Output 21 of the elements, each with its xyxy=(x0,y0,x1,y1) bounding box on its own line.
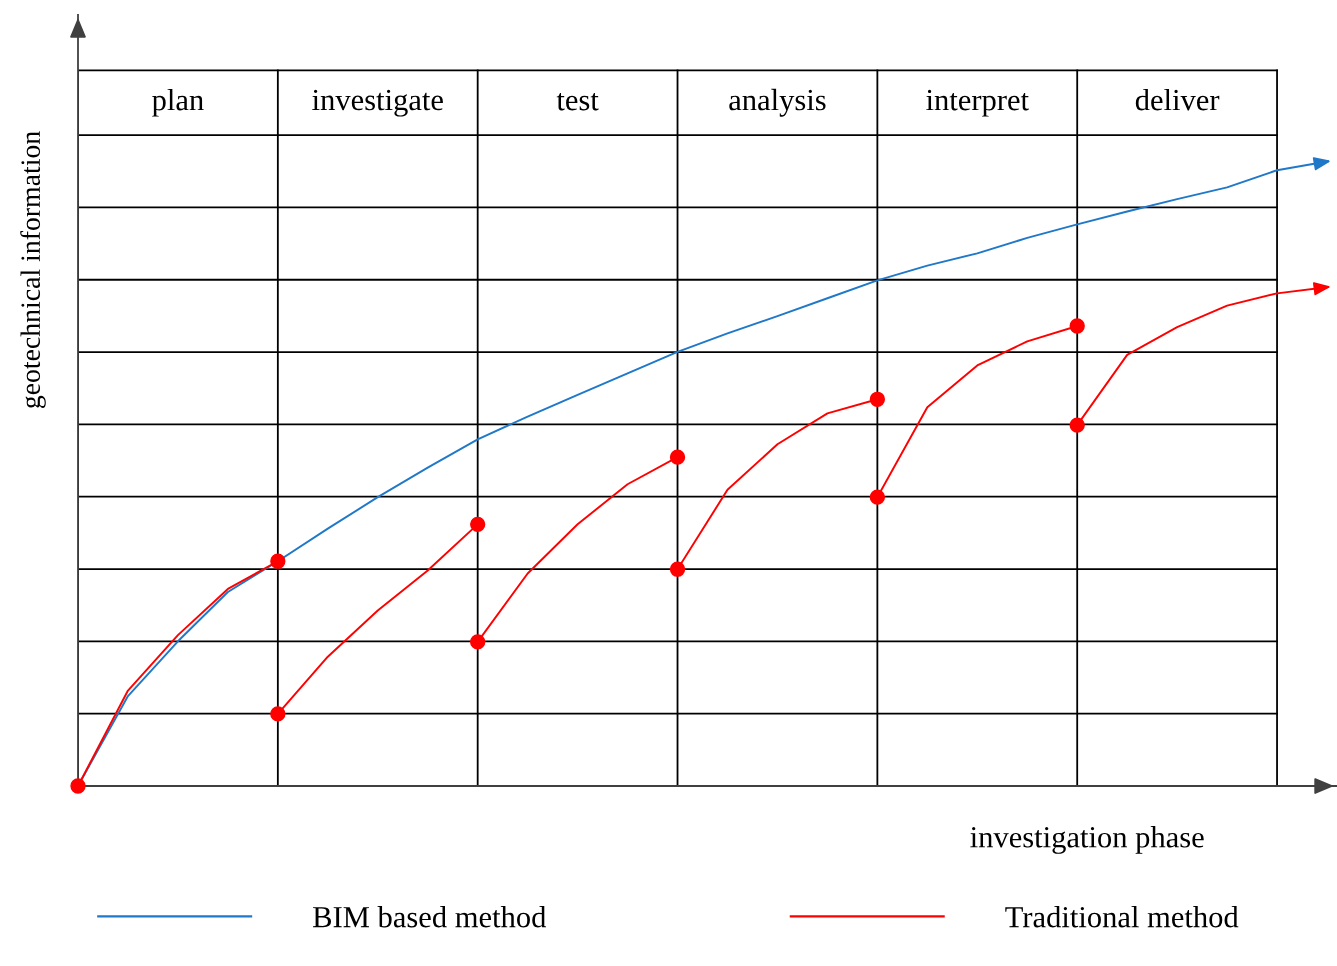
point xyxy=(869,489,886,505)
legend-label: BIM based method xyxy=(313,905,547,928)
point xyxy=(70,778,86,794)
y-axis-title: geotechnical information xyxy=(20,131,46,409)
x-tick-label: interpret xyxy=(926,89,1029,117)
x-tick-label: deliver xyxy=(1135,88,1220,111)
point xyxy=(270,553,286,569)
point xyxy=(1069,318,1085,334)
point xyxy=(270,706,286,722)
point xyxy=(1069,417,1085,433)
x-tick-label: plan xyxy=(152,88,204,117)
x-axis-title: investigation phase xyxy=(970,826,1204,854)
point xyxy=(869,391,886,407)
legend-label: Traditional method xyxy=(1005,905,1239,928)
point xyxy=(470,634,486,650)
point xyxy=(669,561,686,577)
x-tick-label: analysis xyxy=(729,88,826,117)
point xyxy=(669,449,686,465)
x-tick-label: investigate xyxy=(312,89,443,117)
point xyxy=(470,516,486,532)
x-tick-label: test xyxy=(556,92,599,111)
